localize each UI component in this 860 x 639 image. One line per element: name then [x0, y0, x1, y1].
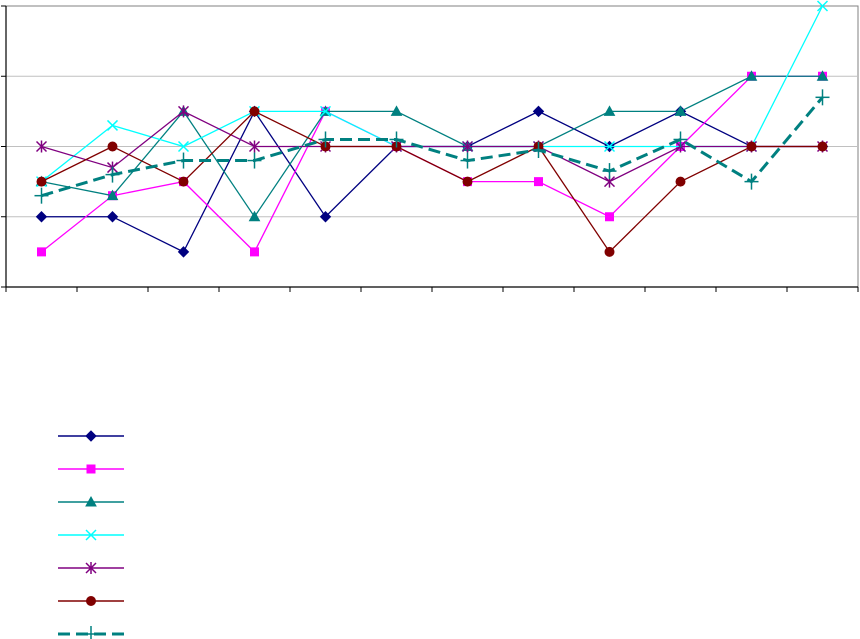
- series-4-point: [106, 119, 119, 131]
- series-1-point: [532, 105, 545, 118]
- series-2-point: [250, 247, 259, 257]
- series-6-point: [178, 176, 189, 187]
- legend-marker: [85, 562, 97, 574]
- legend-key-7: [58, 626, 124, 639]
- series-1-point: [106, 211, 119, 223]
- series-6-point: [817, 141, 828, 152]
- series-6-point: [36, 176, 47, 187]
- series-7-point: [744, 173, 759, 190]
- series-7-point: [602, 163, 617, 180]
- legend-key-2: [58, 464, 124, 474]
- series-2-point: [534, 177, 543, 187]
- series-5-point: [177, 105, 190, 118]
- series-6-point: [249, 106, 260, 117]
- series-2-point: [605, 212, 614, 222]
- series-3-line: [41, 75, 823, 218]
- series-7-point: [673, 131, 688, 148]
- series-4-point: [177, 140, 190, 153]
- series-4-point: [319, 105, 332, 117]
- series-7-point: [531, 142, 546, 159]
- series-7-point: [389, 131, 404, 148]
- series-7-point: [318, 131, 333, 148]
- series-lines: [34, 0, 830, 258]
- series-1-point: [177, 246, 190, 258]
- series-3-point: [674, 105, 687, 116]
- legend-key-1: [58, 430, 124, 442]
- series-6-point: [604, 246, 615, 257]
- series-7-point: [247, 152, 262, 169]
- series-3-point: [603, 105, 616, 116]
- series-4-point: [603, 140, 616, 153]
- series-5-point: [461, 140, 474, 153]
- legend: [58, 430, 124, 639]
- series-4-point: [816, 0, 829, 12]
- series-5-point: [35, 140, 48, 153]
- series-6-point: [675, 176, 686, 187]
- legend-marker: [84, 626, 98, 639]
- series-3-point: [816, 70, 829, 81]
- series-1-point: [319, 211, 332, 223]
- legend-key-3: [58, 495, 124, 507]
- series-6-point: [107, 141, 118, 152]
- axes: [1, 5, 859, 292]
- series-7: [34, 89, 830, 204]
- legend-key-4: [58, 529, 124, 541]
- legend-marker: [86, 464, 96, 474]
- series-7-point: [105, 166, 120, 183]
- series-7-point: [460, 152, 475, 169]
- series-6-point: [746, 141, 757, 152]
- series-7-line: [41, 96, 824, 198]
- series-6-point: [462, 176, 473, 187]
- legend-marker: [85, 430, 97, 442]
- series-3-point: [248, 210, 261, 222]
- series-7-point: [176, 152, 191, 169]
- series-7-point: [34, 187, 49, 204]
- series-1-point: [35, 211, 48, 223]
- series-2-point: [37, 247, 46, 257]
- legend-marker: [85, 495, 97, 507]
- legend-marker: [85, 529, 97, 541]
- series-3-point: [390, 105, 403, 116]
- legend-key-6: [58, 596, 124, 606]
- series-3-point: [745, 70, 758, 81]
- series-5-point: [248, 140, 261, 153]
- legend-key-5: [58, 562, 124, 574]
- series-6-line: [41, 110, 823, 253]
- series-3-point: [106, 189, 119, 201]
- series-7-point: [815, 89, 830, 106]
- series-6: [36, 106, 828, 257]
- legend-marker: [86, 596, 96, 606]
